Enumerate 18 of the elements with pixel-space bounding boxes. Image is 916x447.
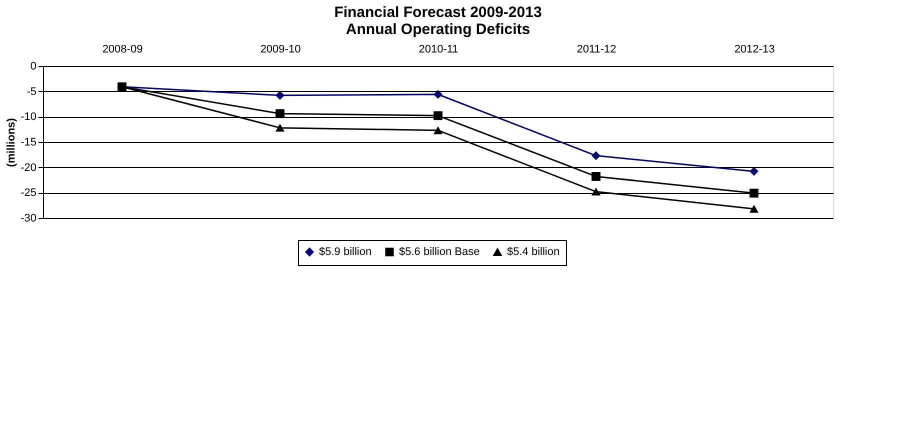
legend-label: $5.6 billion Base: [399, 246, 480, 258]
y-tick-label: -5: [26, 86, 36, 98]
y-tick-label: -10: [20, 111, 36, 124]
x-tick-label: 2009-10: [260, 44, 301, 56]
x-tick-label: 2012-13: [734, 44, 775, 56]
x-tick-label: 2010-11: [418, 44, 458, 56]
x-tick-label: 2008-09: [102, 44, 143, 56]
y-tick-label: -20: [20, 162, 36, 174]
y-tick-label: 0: [30, 60, 36, 72]
text: Financial Forecast 2009-2013: [334, 4, 542, 21]
legend-label: $5.9 billion: [319, 246, 372, 258]
y-axis-title: (millions): [6, 118, 18, 167]
x-tick-label: 2011-12: [576, 44, 616, 56]
text: Annual Operating Deficits: [346, 21, 530, 38]
y-tick-label: -25: [20, 187, 36, 200]
legend-label: $5.4 billion: [507, 246, 560, 258]
y-tick-label: -15: [20, 136, 36, 148]
y-tick-label: -30: [20, 212, 36, 224]
